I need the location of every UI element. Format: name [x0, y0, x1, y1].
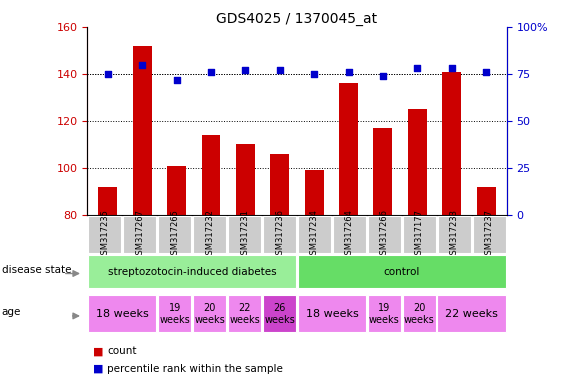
Text: GSM317236: GSM317236: [275, 209, 284, 260]
Bar: [88, 295, 157, 333]
Bar: [263, 216, 296, 253]
Text: 22
weeks: 22 weeks: [229, 303, 260, 325]
Point: [378, 73, 387, 79]
Bar: [202, 135, 221, 215]
Bar: [298, 295, 366, 333]
Text: 22 weeks: 22 weeks: [445, 309, 498, 319]
Bar: [403, 295, 436, 333]
Text: GSM317267: GSM317267: [135, 209, 144, 260]
Bar: [373, 128, 392, 215]
Point: [104, 71, 113, 77]
Bar: [473, 216, 506, 253]
Title: GDS4025 / 1370045_at: GDS4025 / 1370045_at: [216, 12, 378, 26]
Text: 18 weeks: 18 weeks: [96, 309, 149, 319]
Point: [447, 65, 456, 71]
Bar: [339, 83, 358, 215]
Point: [344, 69, 353, 75]
Bar: [298, 255, 506, 288]
Text: control: control: [383, 266, 420, 277]
Bar: [408, 109, 427, 215]
Text: GSM317266: GSM317266: [380, 209, 389, 260]
Bar: [298, 216, 331, 253]
Text: percentile rank within the sample: percentile rank within the sample: [107, 364, 283, 374]
Text: 20
weeks: 20 weeks: [194, 303, 225, 325]
Text: count: count: [107, 346, 136, 356]
Bar: [368, 216, 401, 253]
Bar: [193, 295, 226, 333]
Point: [413, 65, 422, 71]
Bar: [263, 295, 296, 333]
Text: GSM317234: GSM317234: [310, 209, 319, 260]
Bar: [438, 216, 471, 253]
Bar: [88, 216, 121, 253]
Point: [207, 69, 216, 75]
Text: age: age: [2, 307, 21, 317]
Text: GSM317232: GSM317232: [205, 209, 214, 260]
Bar: [88, 255, 296, 288]
Bar: [158, 216, 191, 253]
Bar: [477, 187, 495, 215]
Bar: [158, 295, 191, 333]
Bar: [133, 46, 151, 215]
Text: GSM317265: GSM317265: [170, 209, 179, 260]
Text: streptozotocin-induced diabetes: streptozotocin-induced diabetes: [108, 266, 276, 277]
Text: ■: ■: [93, 364, 104, 374]
Bar: [228, 216, 261, 253]
Point: [275, 67, 284, 73]
Text: 26
weeks: 26 weeks: [264, 303, 295, 325]
Bar: [193, 216, 226, 253]
Point: [172, 76, 181, 83]
Text: 19
weeks: 19 weeks: [159, 303, 190, 325]
Text: GSM317177: GSM317177: [415, 209, 424, 260]
Bar: [403, 216, 436, 253]
Bar: [437, 295, 506, 333]
Bar: [123, 216, 156, 253]
Text: disease state: disease state: [2, 265, 72, 275]
Text: GSM317235: GSM317235: [100, 209, 109, 260]
Text: ■: ■: [93, 346, 104, 356]
Bar: [167, 166, 186, 215]
Text: GSM317231: GSM317231: [240, 209, 249, 260]
Bar: [236, 144, 255, 215]
Point: [481, 69, 490, 75]
Text: GSM317264: GSM317264: [345, 209, 354, 260]
Bar: [99, 187, 117, 215]
Point: [310, 71, 319, 77]
Text: 20
weeks: 20 weeks: [404, 303, 435, 325]
Point: [241, 67, 250, 73]
Point: [138, 61, 147, 68]
Bar: [270, 154, 289, 215]
Bar: [333, 216, 366, 253]
Bar: [368, 295, 401, 333]
Text: GSM317233: GSM317233: [450, 209, 459, 260]
Text: 18 weeks: 18 weeks: [306, 309, 358, 319]
Bar: [228, 295, 261, 333]
Text: GSM317237: GSM317237: [485, 209, 494, 260]
Bar: [443, 71, 461, 215]
Bar: [305, 170, 324, 215]
Text: 19
weeks: 19 weeks: [369, 303, 400, 325]
